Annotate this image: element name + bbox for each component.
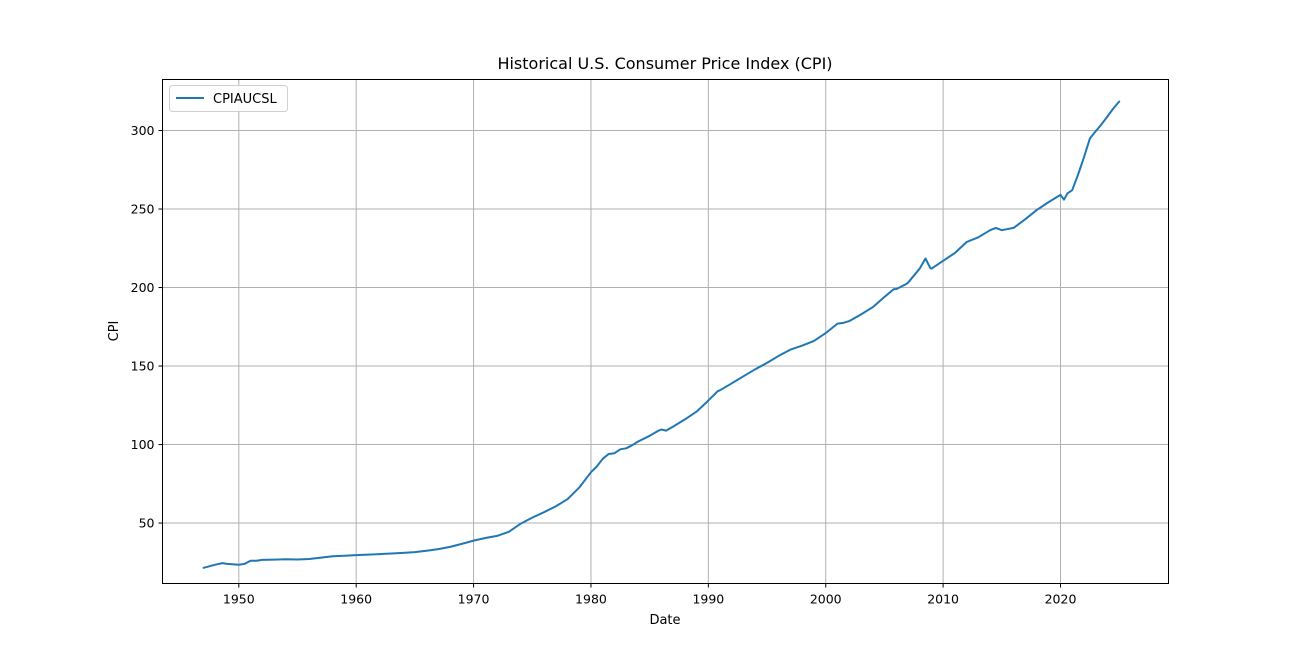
y-tick-label: 300: [131, 123, 155, 138]
series-line-cpiaucsl: [202, 100, 1121, 569]
plot-frame: [162, 79, 1169, 584]
series-layer: [202, 100, 1121, 569]
y-tick-label: 250: [131, 202, 155, 217]
y-tick-label: 100: [131, 437, 155, 452]
x-tick-label: 1970: [458, 592, 490, 607]
y-tick-label: 200: [131, 280, 155, 295]
legend: CPIAUCSL: [169, 85, 288, 112]
y-axis-label: CPI: [107, 321, 122, 342]
chart-title: Historical U.S. Consumer Price Index (CP…: [497, 54, 832, 73]
x-tick-label: 1980: [575, 592, 607, 607]
legend-box: [169, 85, 288, 112]
y-tick-label: 150: [131, 359, 155, 374]
x-tick-label: 2000: [810, 592, 842, 607]
legend-label: CPIAUCSL: [213, 92, 277, 107]
x-axis-label: Date: [649, 613, 680, 628]
y-tick-label: 50: [139, 516, 155, 531]
x-axis-ticks: 1950 1960 1970 1980 1990 2000 2010 2020: [223, 583, 1077, 607]
x-tick-label: 2010: [927, 592, 959, 607]
x-tick-label: 1990: [692, 592, 724, 607]
y-axis-ticks: 50 100 150 200 250 300: [131, 123, 163, 531]
grid-lines: [162, 79, 1169, 584]
x-tick-label: 1950: [223, 592, 255, 607]
x-tick-label: 1960: [340, 592, 372, 607]
x-tick-label: 2020: [1045, 592, 1077, 607]
